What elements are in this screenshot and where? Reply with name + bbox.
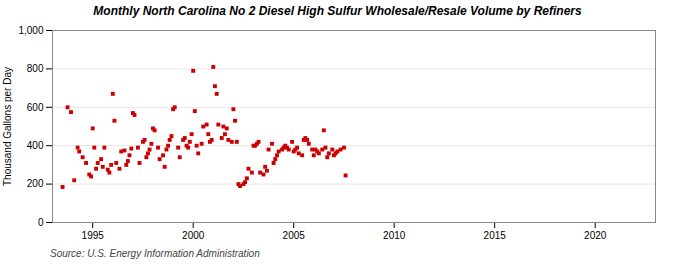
svg-text:2015: 2015	[484, 230, 507, 241]
svg-text:200: 200	[27, 178, 44, 189]
svg-text:2010: 2010	[383, 230, 406, 241]
svg-text:1995: 1995	[82, 230, 105, 241]
svg-text:2020: 2020	[584, 230, 607, 241]
svg-text:2005: 2005	[283, 230, 306, 241]
html-text:Source: U.S. Energy Informatio: Source: U.S. Energy Information Administ…	[50, 248, 260, 259]
svg-text:0: 0	[38, 217, 44, 228]
svg-text:600: 600	[27, 102, 44, 113]
svg-text:2000: 2000	[182, 230, 205, 241]
svg-text:800: 800	[27, 63, 44, 74]
svg-text:1,000: 1,000	[18, 25, 43, 36]
svg-text:400: 400	[27, 140, 44, 151]
html-text:Monthly North Carolina No 2 Di: Monthly North Carolina No 2 Diesel High …	[93, 4, 582, 18]
svg-text:Thousand Gallons per Day: Thousand Gallons per Day	[2, 67, 13, 186]
